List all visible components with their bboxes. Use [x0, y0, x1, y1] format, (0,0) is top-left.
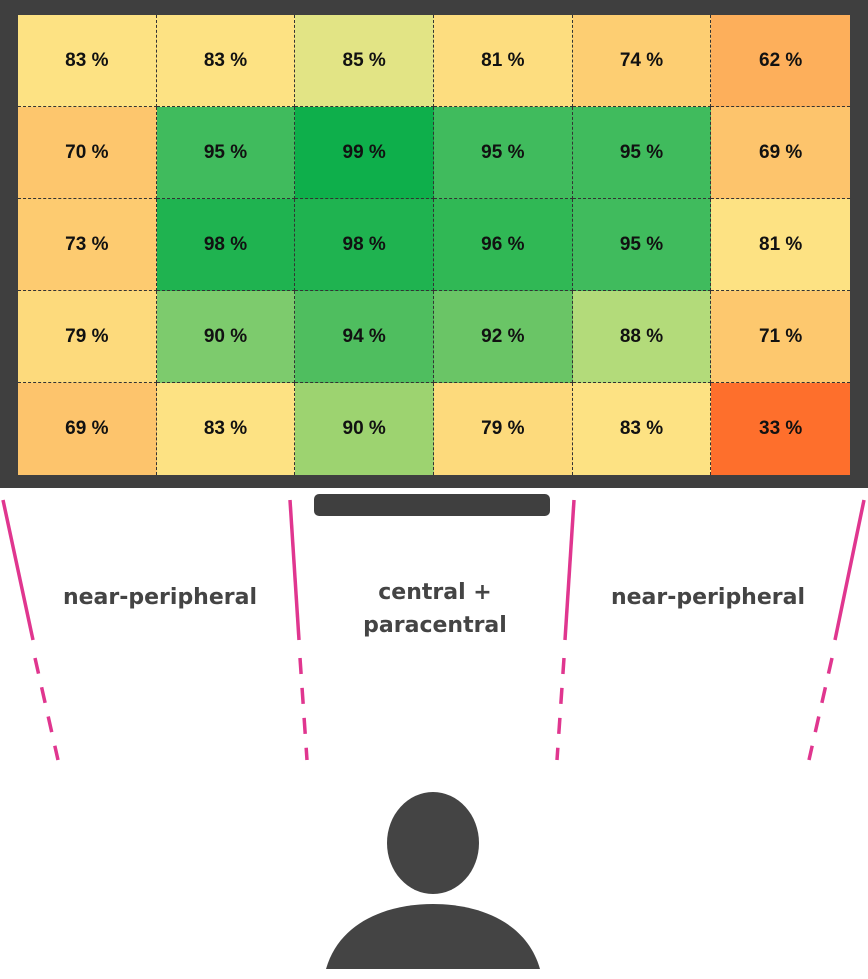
boundary-line-3-dashed — [555, 657, 566, 761]
heatmap-cell-r3-c4: 96 % — [434, 199, 573, 291]
zone-label-center-line2: paracentral — [363, 613, 507, 638]
zone-label-right: near-peripheral — [610, 585, 806, 610]
heatmap-cell-r2-c1: 70 % — [18, 107, 157, 199]
heatmap-cell-r5-c4: 79 % — [434, 383, 573, 475]
heatmap-cell-r1-c5: 74 % — [572, 15, 712, 107]
boundary-line-1-solid — [1, 499, 35, 641]
monitor-stand — [314, 494, 550, 516]
viewer-person-icon — [326, 792, 540, 969]
boundary-line-2-solid — [288, 499, 301, 641]
heatmap-cell-r2-c4: 95 % — [434, 107, 573, 199]
viewer-shoulders — [326, 904, 540, 969]
heatmap-cell-r5-c5: 83 % — [572, 383, 712, 475]
heatmap-cell-r1-c3: 85 % — [295, 15, 434, 107]
heatmap-cell-r3-c2: 98 % — [156, 199, 296, 291]
viewer-head — [387, 792, 479, 894]
heatmap-cell-r4-c3: 94 % — [295, 291, 434, 383]
heatmap-cell-r1-c1: 83 % — [18, 15, 157, 107]
heatmap-cell-r4-c1: 79 % — [18, 291, 157, 383]
heatmap-cell-r3-c6: 81 % — [711, 199, 850, 291]
heatmap-cell-r1-c4: 81 % — [434, 15, 573, 107]
zone-label-center: central + paracentral — [330, 576, 540, 642]
heatmap-cell-r4-c6: 71 % — [711, 291, 850, 383]
zone-label-center-line1: central + — [378, 580, 492, 605]
heatmap-cell-r4-c4: 92 % — [434, 291, 573, 383]
heatmap-cell-r1-c6: 62 % — [711, 15, 850, 107]
heatmap-cell-r4-c2: 90 % — [156, 291, 296, 383]
heatmap-cell-r3-c3: 98 % — [295, 199, 434, 291]
heatmap-cell-r3-c1: 73 % — [18, 199, 157, 291]
boundary-line-4-dashed — [807, 657, 834, 761]
visual-field-zones: near-peripheral central + paracentral ne… — [0, 488, 868, 788]
zone-label-left: near-peripheral — [62, 585, 258, 610]
boundary-line-4-solid — [833, 499, 866, 641]
heatmap-cell-r2-c3: 99 % — [295, 107, 434, 199]
heatmap-cell-r2-c5: 95 % — [572, 107, 712, 199]
heatmap-cell-r5-c2: 83 % — [156, 383, 296, 475]
heatmap-cell-r5-c1: 69 % — [18, 383, 157, 475]
heatmap-grid: 83 % 83 % 85 % 81 % 74 % 62 % 70 % 95 % 99 % 95 %… — [18, 15, 850, 475]
boundary-line-1-dashed — [33, 657, 60, 761]
zone-boundaries — [1, 499, 866, 761]
heatmap-cell-r5-c6: 33 % — [711, 383, 850, 475]
boundary-line-3-solid — [563, 499, 576, 641]
monitor-frame: 83 % 83 % 85 % 81 % 74 % 62 % 70 % 95 % 99 % 95 %… — [0, 0, 868, 488]
heatmap-cell-r3-c5: 95 % — [572, 199, 712, 291]
heatmap-cell-r5-c3: 90 % — [295, 383, 434, 475]
boundary-line-2-dashed — [298, 657, 309, 761]
heatmap-cell-r4-c5: 88 % — [572, 291, 712, 383]
heatmap-cell-r1-c2: 83 % — [156, 15, 296, 107]
heatmap-cell-r2-c6: 69 % — [711, 107, 850, 199]
heatmap-cell-r2-c2: 95 % — [156, 107, 296, 199]
